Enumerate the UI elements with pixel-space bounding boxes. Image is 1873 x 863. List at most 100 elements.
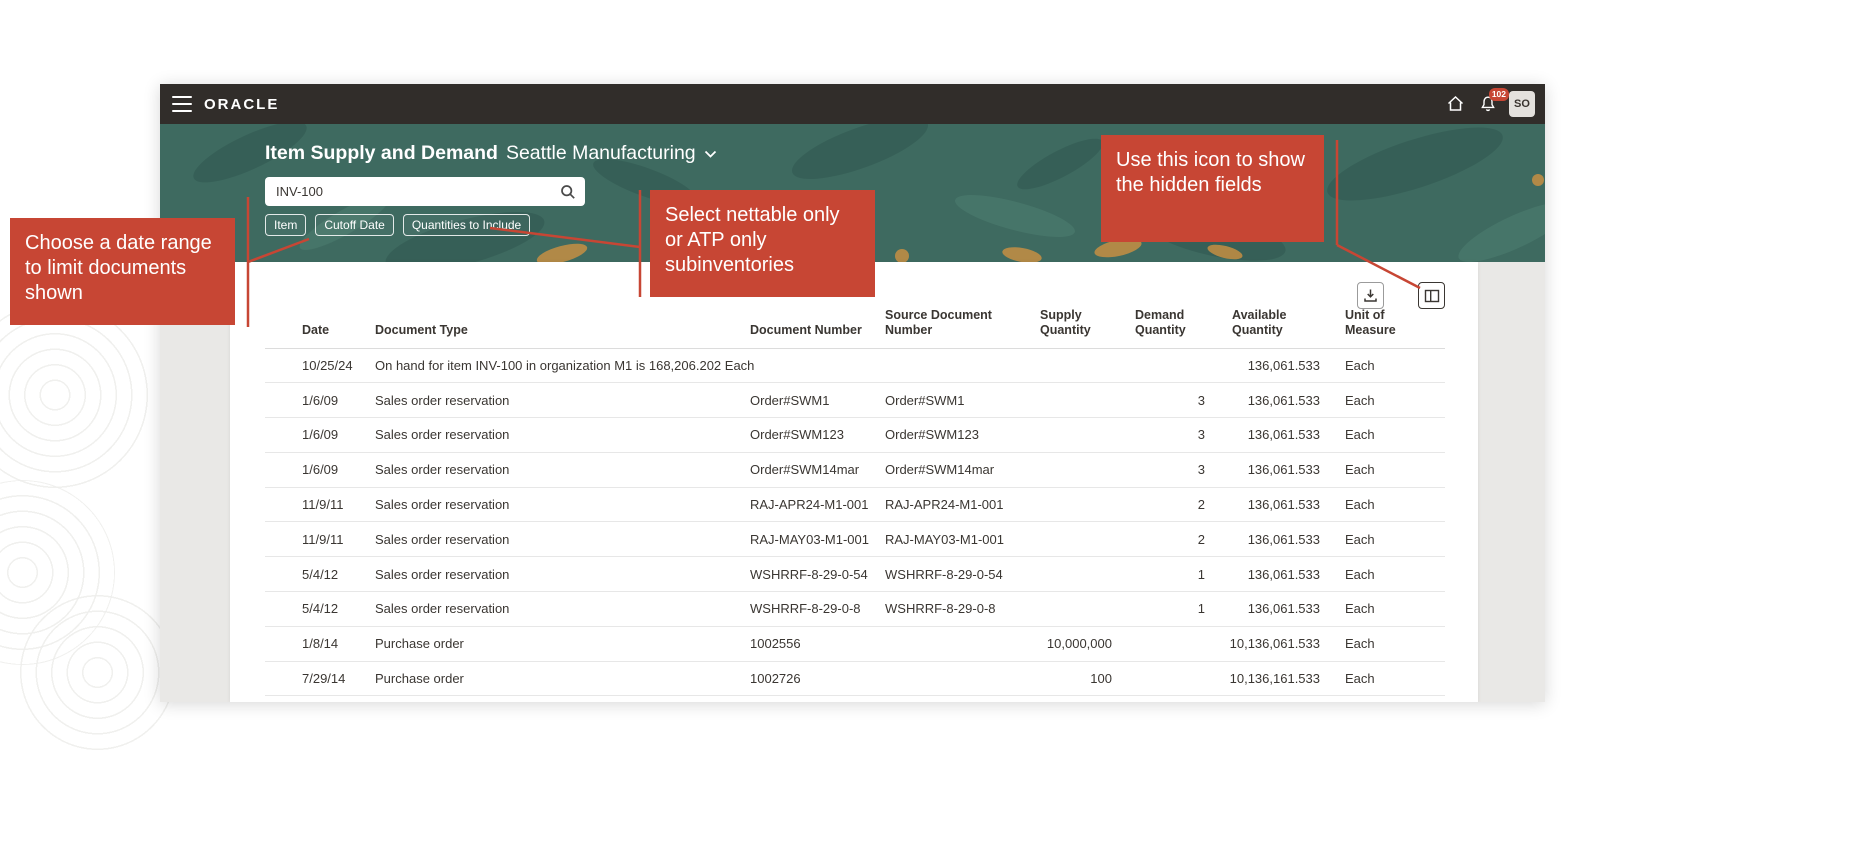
filter-chip-item[interactable]: Item — [265, 214, 307, 236]
callout-subinventories: Select nettable only or ATP only subinve… — [650, 190, 875, 297]
cell-demand-quantity: 3 — [1197, 392, 1205, 408]
cell-document-number: Order#SWM1 — [750, 392, 830, 408]
cell-document-number: Order#SWM123 — [750, 427, 844, 443]
cell-unit-of-measure: Each — [1345, 497, 1375, 513]
cell-demand-quantity: 1 — [1197, 566, 1205, 582]
cell-date: 11/9/11 — [302, 531, 344, 547]
cell-document-number: RAJ-MAY03-M1-001 — [750, 531, 869, 547]
cell-date: 1/6/09 — [302, 427, 339, 443]
chevron-down-icon[interactable] — [704, 150, 717, 158]
cell-document-number: Order#SWM14mar — [750, 462, 860, 478]
callout-text: Choose a date range to limit documents s… — [25, 232, 212, 304]
cell-document-type: Sales order reservation — [375, 566, 510, 582]
cell-date: 1/6/09 — [302, 392, 339, 408]
cell-document-number: 1002726 — [750, 671, 801, 687]
callout-text: Select nettable only or ATP only subinve… — [665, 204, 840, 276]
column-header-available-quantity[interactable]: Available Quantity — [1232, 308, 1287, 338]
cell-document-type: Sales order reservation — [375, 427, 510, 443]
home-button[interactable] — [1444, 93, 1467, 115]
cell-source-document-number: WSHRRF-8-29-0-8 — [885, 601, 996, 617]
table-row[interactable]: 1/6/09 Sales order reservation Order#SWM1 O… — [265, 383, 1445, 419]
cell-unit-of-measure: Each — [1345, 601, 1375, 617]
cell-date: 1/8/14 — [302, 636, 339, 652]
callout-date-range: Choose a date range to limit documents s… — [10, 218, 235, 325]
item-search-field[interactable] — [265, 177, 585, 206]
page-title: Item Supply and Demand — [265, 142, 498, 164]
global-header: ORACLE 102 SO — [160, 84, 1545, 124]
notifications-button[interactable]: 102 — [1477, 88, 1509, 115]
search-input[interactable] — [265, 184, 560, 199]
table-row[interactable]: 11/9/11 Sales order reservation RAJ-APR24-… — [265, 488, 1445, 523]
supply-demand-table: Date Document Type Document Number Sourc… — [265, 308, 1445, 697]
cell-source-document-number: RAJ-APR24-M1-001 — [885, 497, 1004, 513]
column-header-document-type[interactable]: Document Type — [375, 323, 468, 338]
table-body: 10/25/24 On hand for item INV-100 in orga… — [265, 349, 1445, 697]
filter-chip-bar: Item Cutoff Date Quantities to Include — [265, 214, 531, 236]
cell-unit-of-measure: Each — [1345, 357, 1375, 373]
card-actions — [1357, 282, 1445, 309]
column-header-demand-quantity[interactable]: Demand Quantity — [1135, 308, 1186, 338]
notification-badge: 102 — [1488, 88, 1509, 101]
table-row[interactable]: 11/9/11 Sales order reservation RAJ-MAY03-… — [265, 522, 1445, 558]
page-title-row: Item Supply and Demand Seattle Manufactu… — [265, 142, 717, 165]
cell-document-type: Sales order reservation — [375, 531, 510, 547]
column-header-unit-of-measure[interactable]: Unit of Measure — [1345, 308, 1396, 338]
cell-unit-of-measure: Each — [1345, 566, 1375, 582]
cell-supply-quantity: 10,000,000 — [1046, 636, 1112, 652]
cell-unit-of-measure: Each — [1345, 671, 1375, 687]
cell-date: 7/29/14 — [302, 671, 346, 687]
cell-document-type: Sales order reservation — [375, 497, 510, 513]
filter-chip-quantities-to-include[interactable]: Quantities to Include — [402, 214, 531, 236]
cell-document-type: Sales order reservation — [375, 601, 510, 617]
table-row[interactable]: 1/6/09 Sales order reservation Order#SWM12… — [265, 418, 1445, 453]
columns-icon — [1424, 289, 1439, 302]
cell-available-quantity: 136,061.533 — [1247, 462, 1320, 478]
cell-date: 10/25/24 — [302, 357, 353, 373]
column-header-supply-quantity[interactable]: Supply Quantity — [1040, 308, 1091, 338]
global-header-actions: 102 SO — [1444, 88, 1535, 117]
cell-available-quantity: 136,061.533 — [1247, 357, 1320, 373]
cell-document-type: On hand for item INV-100 in organization… — [375, 357, 755, 373]
cell-document-number: WSHRRF-8-29-0-8 — [750, 601, 861, 617]
search-icon[interactable] — [560, 184, 576, 200]
filter-chip-cutoff-date[interactable]: Cutoff Date — [315, 214, 394, 236]
column-header-source-document-number[interactable]: Source Document Number — [885, 308, 992, 338]
cell-available-quantity: 10,136,161.533 — [1229, 671, 1320, 687]
table-row[interactable]: 7/29/14 Purchase order 1002726 100 10,136,16… — [265, 662, 1445, 697]
org-context-selector[interactable]: Seattle Manufacturing — [505, 142, 696, 164]
cell-available-quantity: 136,061.533 — [1247, 497, 1320, 513]
cell-date: 11/9/11 — [302, 497, 344, 513]
cell-date: 5/4/12 — [302, 601, 339, 617]
results-card: Date Document Type Document Number Sourc… — [230, 262, 1478, 702]
table-row[interactable]: 1/6/09 Sales order reservation Order#SWM14… — [265, 453, 1445, 488]
cell-document-type: Purchase order — [375, 671, 464, 687]
cell-unit-of-measure: Each — [1345, 392, 1375, 408]
table-row[interactable]: 10/25/24 On hand for item INV-100 in orga… — [265, 349, 1445, 384]
export-button[interactable] — [1357, 282, 1384, 309]
cell-demand-quantity: 1 — [1197, 601, 1205, 617]
manage-columns-button[interactable] — [1418, 282, 1445, 309]
cell-available-quantity: 136,061.533 — [1247, 392, 1320, 408]
cell-unit-of-measure: Each — [1345, 531, 1375, 547]
user-avatar[interactable]: SO — [1509, 91, 1535, 117]
cell-source-document-number: WSHRRF-8-29-0-54 — [885, 566, 1003, 582]
cell-available-quantity: 136,061.533 — [1247, 601, 1320, 617]
content-area: Date Document Type Document Number Sourc… — [160, 262, 1545, 702]
hamburger-menu-button[interactable] — [172, 96, 192, 112]
background-rings — [0, 295, 155, 495]
cell-supply-quantity: 100 — [1090, 671, 1112, 687]
cell-document-type: Purchase order — [375, 636, 464, 652]
table-row[interactable]: 5/4/12 Sales order reservation WSHRRF-8-29… — [265, 592, 1445, 627]
table-row[interactable]: 5/4/12 Sales order reservation WSHRRF-8-29… — [265, 557, 1445, 593]
table-header: Date Document Type Document Number Sourc… — [265, 308, 1445, 349]
column-header-date[interactable]: Date — [302, 323, 330, 338]
callout-text: Use this icon to show the hidden fields — [1116, 149, 1305, 196]
cell-demand-quantity: 3 — [1197, 462, 1205, 478]
cell-available-quantity: 10,136,061.533 — [1229, 636, 1320, 652]
cell-source-document-number: Order#SWM1 — [885, 392, 965, 408]
cell-source-document-number: RAJ-MAY03-M1-001 — [885, 531, 1004, 547]
cell-document-number: 1002556 — [750, 636, 801, 652]
table-row[interactable]: 1/8/14 Purchase order 1002556 10,000,000 10,… — [265, 627, 1445, 662]
column-header-document-number[interactable]: Document Number — [750, 323, 862, 338]
